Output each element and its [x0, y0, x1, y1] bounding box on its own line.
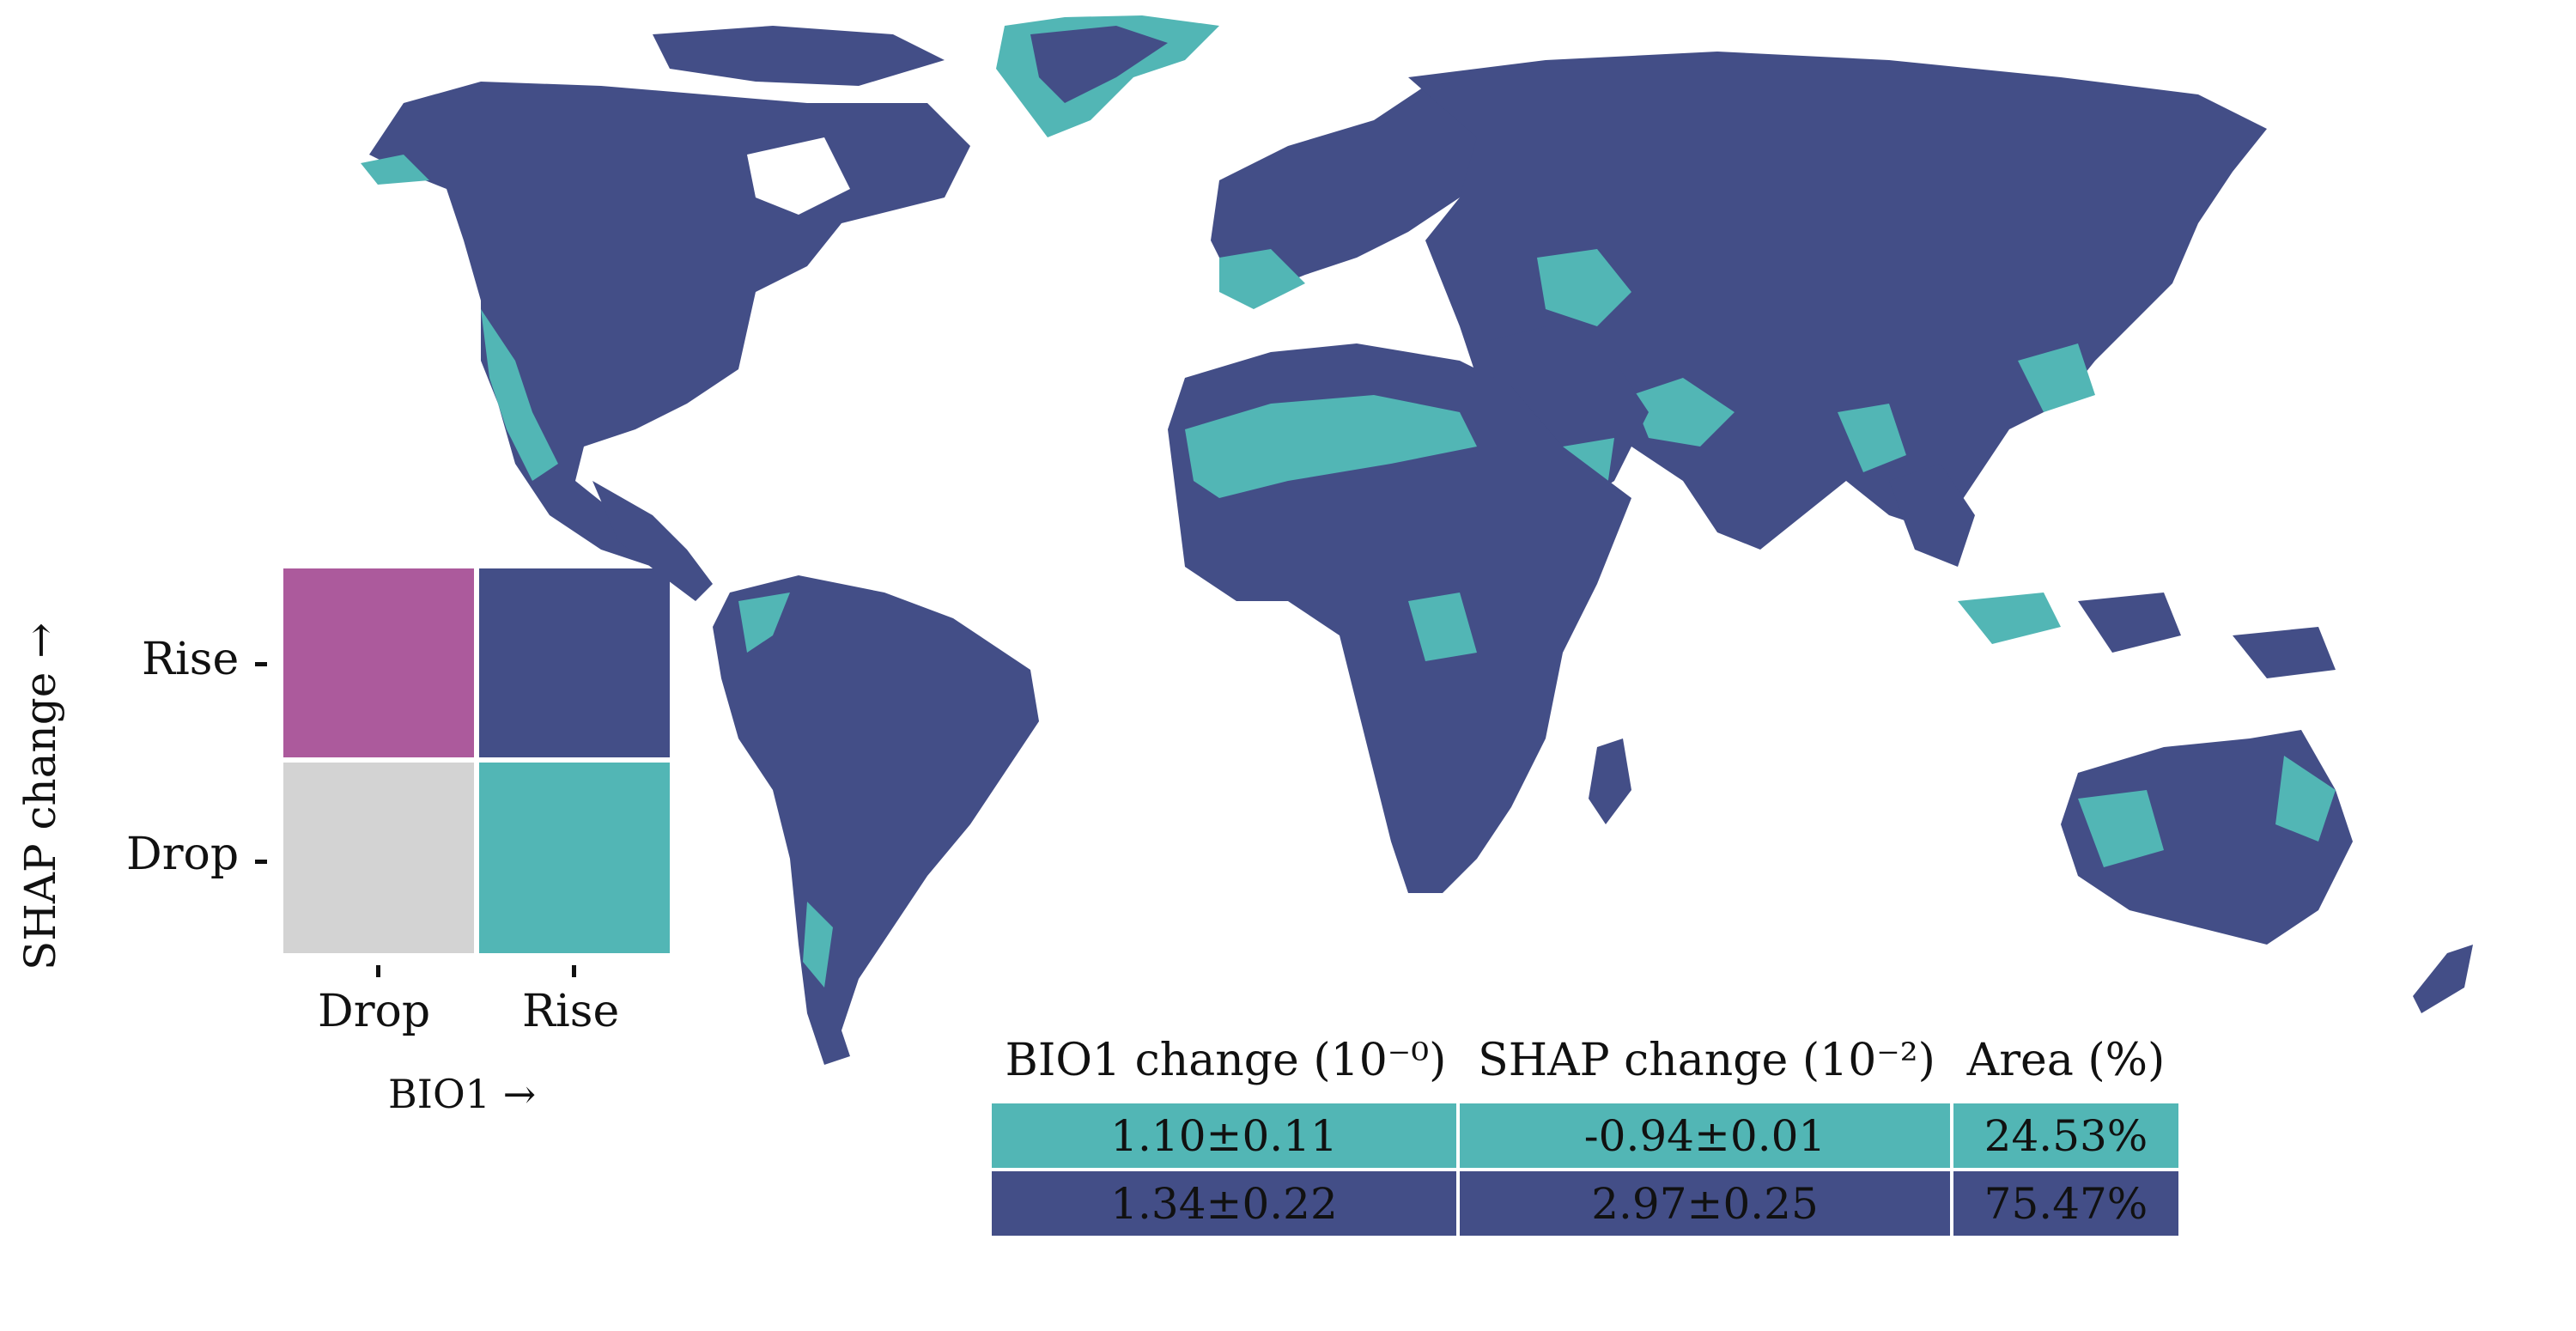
new-zealand: [2413, 945, 2473, 1013]
legend-x-tick-drop-mark: [376, 965, 380, 977]
indonesia-2: [2078, 593, 2181, 653]
header-bio1-label: BIO1 change: [1005, 1035, 1299, 1086]
north-america: [369, 82, 970, 567]
indonesia-1: [1958, 593, 2061, 644]
asia-teal-3: [1838, 404, 1906, 472]
legend-x-tick-rise: Rise: [522, 986, 620, 1037]
africa-teal-2: [1408, 593, 1477, 661]
legend-y-tick-drop: Drop: [126, 829, 240, 880]
stats-header-row: BIO1 change (10⁻⁰) SHAP change (10⁻²) Ar…: [992, 1018, 2178, 1103]
legend-y-tick-rise-mark: [255, 662, 267, 666]
south-america: [713, 575, 1039, 1065]
stats-row-navy: 1.34±0.22 2.97±0.25 75.47%: [992, 1171, 2178, 1236]
stats-row-teal: 1.10±0.11 -0.94±0.01 24.53%: [992, 1103, 2178, 1168]
cell-bio1: 1.34±0.22: [992, 1171, 1460, 1236]
legend-cell-drop-drop: [283, 763, 474, 953]
legend-cell-rise-drop: [479, 763, 670, 953]
alaska-teal: [361, 155, 429, 185]
cell-area: 75.47%: [1953, 1171, 2178, 1236]
se-asia: [1889, 464, 1975, 567]
australia-teal-1: [2078, 790, 2164, 867]
sa-teal-2: [803, 902, 833, 988]
header-bio1: BIO1 change (10⁻⁰): [992, 1035, 1460, 1086]
madagascar: [1589, 738, 1631, 824]
na-coast-teal: [481, 309, 558, 481]
asia-teal-4: [2018, 343, 2095, 412]
legend-cell-rise-rise: [479, 568, 670, 757]
stats-table: BIO1 change (10⁻⁰) SHAP change (10⁻²) Ar…: [992, 1018, 2178, 1239]
hudson-bay: [747, 137, 850, 215]
legend-y-tick-rise: Rise: [142, 634, 240, 685]
cell-shap: 2.97±0.25: [1460, 1171, 1953, 1236]
header-shap-exp: (10⁻²): [1801, 1035, 1935, 1086]
sa-teal-1: [738, 593, 790, 653]
europe-teal: [1219, 249, 1305, 309]
cell-bio1: 1.10±0.11: [992, 1103, 1460, 1168]
europe: [1211, 69, 1511, 292]
australia: [2061, 730, 2353, 945]
legend-x-tick-rise-mark: [572, 965, 576, 977]
central-america: [592, 481, 713, 601]
legend-x-title: BIO1 →: [388, 1071, 537, 1117]
australia-teal-2: [2275, 756, 2336, 842]
asia-teal-2: [1631, 378, 1735, 447]
legend-cell-drop-rise: [283, 568, 474, 757]
legend-y-title: SHAP change →: [15, 622, 65, 970]
greenland-ice: [1030, 26, 1168, 103]
header-bio1-exp: (10⁻⁰): [1313, 1035, 1447, 1086]
cell-area: 24.53%: [1953, 1103, 2178, 1168]
cell-shap: -0.94±0.01: [1460, 1103, 1953, 1168]
arctic-islands: [653, 26, 945, 86]
asia-teal-1: [1537, 249, 1631, 326]
header-shap: SHAP change (10⁻²): [1460, 1035, 1953, 1086]
sahara-teal: [1185, 395, 1477, 498]
header-area: Area (%): [1966, 1035, 2166, 1086]
new-guinea: [2233, 627, 2336, 678]
legend-x-tick-drop: Drop: [318, 986, 431, 1037]
legend-y-tick-drop-mark: [255, 860, 267, 864]
header-shap-label: SHAP change: [1478, 1035, 1789, 1086]
